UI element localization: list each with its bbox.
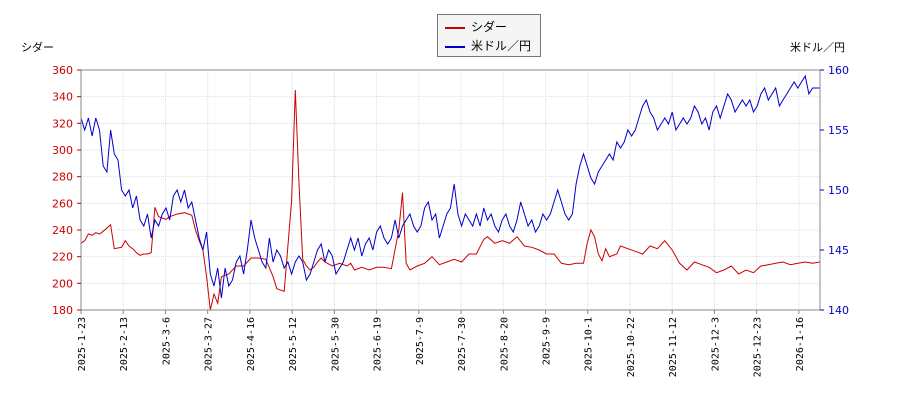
- x-axis-tick-label: 2025-3-6: [161, 317, 172, 365]
- left-axis-tick-label: 180: [52, 304, 73, 317]
- right-axis-tick-label: 150: [828, 184, 849, 197]
- x-axis-tick-label: 2025-5-30: [330, 317, 341, 371]
- x-axis-tick-label: 2025-10-22: [626, 317, 637, 377]
- legend-swatch-cedar: [445, 27, 465, 29]
- x-axis-tick-label: 2025-10-1: [584, 317, 595, 371]
- x-axis-tick-label: 2025-7-30: [457, 317, 468, 371]
- left-axis-tick-label: 320: [52, 117, 73, 130]
- x-axis-tick-label: 2026-1-16: [795, 317, 806, 371]
- x-axis-tick-label: 2025-7-9: [415, 317, 426, 365]
- x-axis-tick-label: 2025-8-20: [499, 317, 510, 371]
- right-axis-tick-label: 145: [828, 244, 849, 257]
- left-axis-tick-label: 240: [52, 224, 73, 237]
- legend-item-usdjpy: 米ドル／円: [438, 37, 540, 55]
- x-axis-tick-label: 2025-3-27: [204, 317, 215, 371]
- left-axis-tick-label: 360: [52, 64, 73, 77]
- left-axis-tick-label: 200: [52, 277, 73, 290]
- x-axis-tick-label: 2025-4-16: [246, 317, 257, 371]
- left-axis-tick-label: 340: [52, 91, 73, 104]
- right-axis-tick-label: 140: [828, 304, 849, 317]
- x-axis-tick-label: 2025-12-3: [710, 317, 721, 371]
- right-axis-tick-label: 155: [828, 124, 849, 137]
- series-line-usdjpy: [80, 74, 820, 299]
- x-axis-tick-label: 2025-1-23: [77, 317, 88, 371]
- right-axis-tick-label: 160: [828, 64, 849, 77]
- x-axis-tick-label: 2025-6-19: [373, 317, 384, 371]
- legend-label-cedar: シダー: [471, 20, 508, 34]
- legend-label-usdjpy: 米ドル／円: [471, 39, 532, 53]
- legend: シダー 米ドル／円: [437, 14, 541, 57]
- x-axis-tick-label: 2025-11-12: [668, 317, 679, 377]
- left-axis-tick-label: 280: [52, 171, 73, 184]
- right-axis-title: 米ドル／円: [790, 41, 845, 54]
- left-axis-tick-label: 260: [52, 197, 73, 210]
- x-axis-tick-label: 2025-5-12: [288, 317, 299, 371]
- x-axis-tick-label: 2025-9-9: [542, 317, 553, 365]
- legend-item-cedar: シダー: [438, 18, 540, 36]
- legend-swatch-usdjpy: [445, 46, 465, 48]
- x-axis-tick-label: 2025-2-13: [119, 317, 130, 371]
- left-axis-tick-label: 220: [52, 251, 73, 264]
- plot-area: [81, 70, 820, 310]
- left-axis-tick-label: 300: [52, 144, 73, 157]
- left-axis-title: シダー: [21, 41, 54, 54]
- x-axis-tick-label: 2025-12-23: [753, 317, 764, 377]
